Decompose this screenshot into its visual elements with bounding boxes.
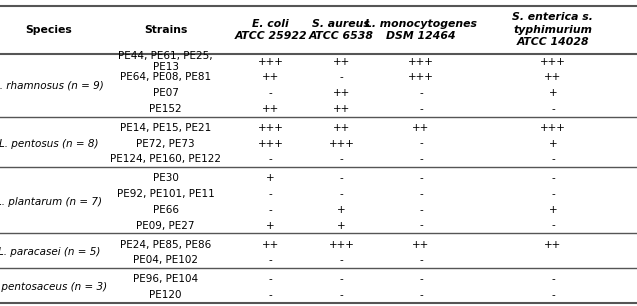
Text: ++: ++ <box>262 240 280 250</box>
Text: L. paracasei (n = 5): L. paracasei (n = 5) <box>0 248 100 257</box>
Text: ++: ++ <box>333 123 350 133</box>
Text: -: - <box>419 189 423 199</box>
Text: PE04, PE102: PE04, PE102 <box>133 255 198 265</box>
Text: L. plantarum (n = 7): L. plantarum (n = 7) <box>0 197 102 207</box>
Text: -: - <box>551 154 555 164</box>
Text: -: - <box>340 72 343 82</box>
Text: ++: ++ <box>262 72 280 82</box>
Text: ++: ++ <box>333 88 350 98</box>
Text: PE152: PE152 <box>149 104 182 114</box>
Text: -: - <box>419 88 423 98</box>
Text: -: - <box>269 189 273 199</box>
Text: S. enterica s.
typhimurium
ATCC 14028: S. enterica s. typhimurium ATCC 14028 <box>513 13 593 47</box>
Text: -: - <box>340 290 343 300</box>
Text: E. coli
ATCC 25922: E. coli ATCC 25922 <box>234 19 307 41</box>
Text: +: + <box>548 205 557 215</box>
Text: ++: ++ <box>544 240 562 250</box>
Text: PE64, PE08, PE81: PE64, PE08, PE81 <box>120 72 211 82</box>
Text: -: - <box>551 221 555 230</box>
Text: +: + <box>337 205 346 215</box>
Text: -: - <box>419 221 423 230</box>
Text: ++: ++ <box>333 57 350 66</box>
Text: +++: +++ <box>540 123 566 133</box>
Text: -: - <box>419 205 423 215</box>
Text: -: - <box>419 274 423 284</box>
Text: PE72, PE73: PE72, PE73 <box>136 139 195 148</box>
Text: -: - <box>551 189 555 199</box>
Text: PE07: PE07 <box>153 88 178 98</box>
Text: -: - <box>340 173 343 183</box>
Text: +++: +++ <box>329 139 354 148</box>
Text: -: - <box>551 274 555 284</box>
Text: -: - <box>419 173 423 183</box>
Text: -: - <box>419 290 423 300</box>
Text: Strains: Strains <box>144 25 187 35</box>
Text: +++: +++ <box>408 72 434 82</box>
Text: +: + <box>548 139 557 148</box>
Text: -: - <box>269 255 273 265</box>
Text: -: - <box>551 290 555 300</box>
Text: -: - <box>269 154 273 164</box>
Text: Species: Species <box>25 25 73 35</box>
Text: ++: ++ <box>333 104 350 114</box>
Text: +: + <box>266 173 275 183</box>
Text: -: - <box>419 104 423 114</box>
Text: +++: +++ <box>258 123 283 133</box>
Text: +: + <box>337 221 346 230</box>
Text: -: - <box>419 255 423 265</box>
Text: -: - <box>269 88 273 98</box>
Text: -: - <box>419 154 423 164</box>
Text: +++: +++ <box>540 57 566 66</box>
Text: +++: +++ <box>329 240 354 250</box>
Text: PE120: PE120 <box>149 290 182 300</box>
Text: -: - <box>340 274 343 284</box>
Text: -: - <box>340 154 343 164</box>
Text: -: - <box>269 290 273 300</box>
Text: ++: ++ <box>412 240 430 250</box>
Text: +++: +++ <box>258 139 283 148</box>
Text: PE30: PE30 <box>153 173 178 183</box>
Text: -: - <box>551 173 555 183</box>
Text: ++: ++ <box>412 123 430 133</box>
Text: PE96, PE104: PE96, PE104 <box>133 274 198 284</box>
Text: +++: +++ <box>258 57 283 66</box>
Text: +++: +++ <box>408 57 434 66</box>
Text: -: - <box>419 139 423 148</box>
Text: P. pentosaceus (n = 3): P. pentosaceus (n = 3) <box>0 282 108 292</box>
Text: -: - <box>269 205 273 215</box>
Text: L. pentosus (n = 8): L. pentosus (n = 8) <box>0 139 99 148</box>
Text: PE66: PE66 <box>153 205 178 215</box>
Text: -: - <box>551 104 555 114</box>
Text: PE44, PE61, PE25,
PE13: PE44, PE61, PE25, PE13 <box>118 51 213 72</box>
Text: PE24, PE85, PE86: PE24, PE85, PE86 <box>120 240 211 250</box>
Text: -: - <box>340 255 343 265</box>
Text: -: - <box>340 189 343 199</box>
Text: PE92, PE101, PE11: PE92, PE101, PE11 <box>117 189 215 199</box>
Text: ++: ++ <box>544 72 562 82</box>
Text: +: + <box>266 221 275 230</box>
Text: PE14, PE15, PE21: PE14, PE15, PE21 <box>120 123 211 133</box>
Text: PE124, PE160, PE122: PE124, PE160, PE122 <box>110 154 221 164</box>
Text: PE09, PE27: PE09, PE27 <box>136 221 195 230</box>
Text: ++: ++ <box>262 104 280 114</box>
Text: S. aureus
ATCC 6538: S. aureus ATCC 6538 <box>309 19 374 41</box>
Text: +: + <box>548 88 557 98</box>
Text: -: - <box>269 274 273 284</box>
Text: L. monocytogenes
DSM 12464: L. monocytogenes DSM 12464 <box>365 19 477 41</box>
Text: L. rhamnosus (n = 9): L. rhamnosus (n = 9) <box>0 80 104 90</box>
